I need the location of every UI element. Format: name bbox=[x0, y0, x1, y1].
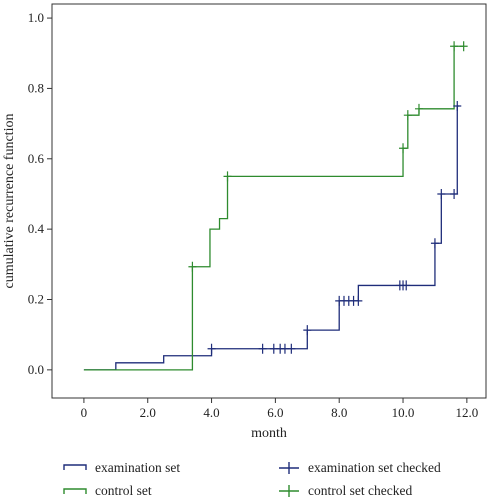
legend-item-examination-checked: examination set checked bbox=[279, 460, 441, 475]
legend-swatch-control-checked bbox=[279, 485, 299, 497]
censor-mark-examination-set-checked bbox=[258, 343, 267, 354]
censor-mark-examination-set-checked bbox=[207, 343, 216, 354]
x-axis-title: month bbox=[251, 426, 287, 441]
x-tick-label: 2.0 bbox=[140, 405, 156, 420]
censor-mark-examination-set-checked bbox=[437, 188, 446, 199]
legend-swatch-control bbox=[63, 488, 87, 494]
x-tick-label: 10.0 bbox=[392, 405, 415, 420]
x-axis: 0 2.0 4.0 6.0 8.0 10.0 12.0 bbox=[81, 398, 478, 420]
legend-swatch-examination bbox=[63, 464, 87, 470]
series-line-control-set bbox=[83, 45, 464, 371]
y-tick-label: 0.8 bbox=[28, 80, 44, 95]
y-tick-label: 0.2 bbox=[28, 292, 44, 307]
censor-mark-examination-set-checked bbox=[402, 280, 411, 291]
x-tick-label: 6.0 bbox=[267, 405, 283, 420]
y-axis-title: cumulative recurrence function bbox=[2, 114, 17, 289]
censor-mark-examination-set-checked bbox=[430, 238, 439, 249]
series-layer bbox=[83, 45, 464, 371]
series-line-examination-set bbox=[83, 105, 459, 371]
plot-frame bbox=[51, 3, 487, 399]
censor-mark-examination-set-checked bbox=[450, 188, 459, 199]
legend-label-control-checked: control set checked bbox=[308, 483, 412, 498]
censor-mark-control-set-checked bbox=[459, 41, 468, 52]
legend-item-control-checked: control set checked bbox=[279, 483, 412, 498]
y-axis: 0.0 0.2 0.4 0.6 0.8 1.0 bbox=[28, 10, 52, 377]
censor-mark-control-set-checked bbox=[223, 171, 232, 182]
legend-label-control: control set bbox=[95, 483, 152, 498]
y-tick-label: 0.0 bbox=[28, 362, 44, 377]
censor-mark-examination-set-checked bbox=[287, 343, 296, 354]
legend-swatch-examination-checked bbox=[279, 462, 299, 474]
censor-mark-examination-set-checked bbox=[453, 101, 462, 112]
x-tick-label: 8.0 bbox=[331, 405, 347, 420]
censor-marks bbox=[188, 41, 468, 354]
legend-item-control: control set bbox=[63, 483, 152, 498]
y-tick-label: 0.4 bbox=[28, 221, 45, 236]
censor-mark-control-set-checked bbox=[188, 261, 197, 272]
x-tick-label: 0 bbox=[81, 405, 88, 420]
censor-mark-control-set-checked bbox=[450, 41, 459, 52]
legend-label-examination: examination set bbox=[95, 460, 180, 475]
legend-item-examination: examination set bbox=[63, 460, 180, 475]
y-tick-label: 1.0 bbox=[28, 10, 44, 25]
censor-mark-control-set-checked bbox=[403, 110, 412, 121]
censor-mark-control-set-checked bbox=[399, 143, 408, 154]
censor-mark-control-set-checked bbox=[414, 103, 423, 114]
censor-mark-examination-set-checked bbox=[354, 295, 363, 306]
censor-mark-examination-set-checked bbox=[303, 325, 312, 336]
legend-label-examination-checked: examination set checked bbox=[308, 460, 441, 475]
x-tick-label: 4.0 bbox=[203, 405, 219, 420]
y-tick-label: 0.6 bbox=[28, 151, 45, 166]
x-tick-label: 12.0 bbox=[455, 405, 478, 420]
legend: examination set control set examination … bbox=[63, 460, 441, 498]
